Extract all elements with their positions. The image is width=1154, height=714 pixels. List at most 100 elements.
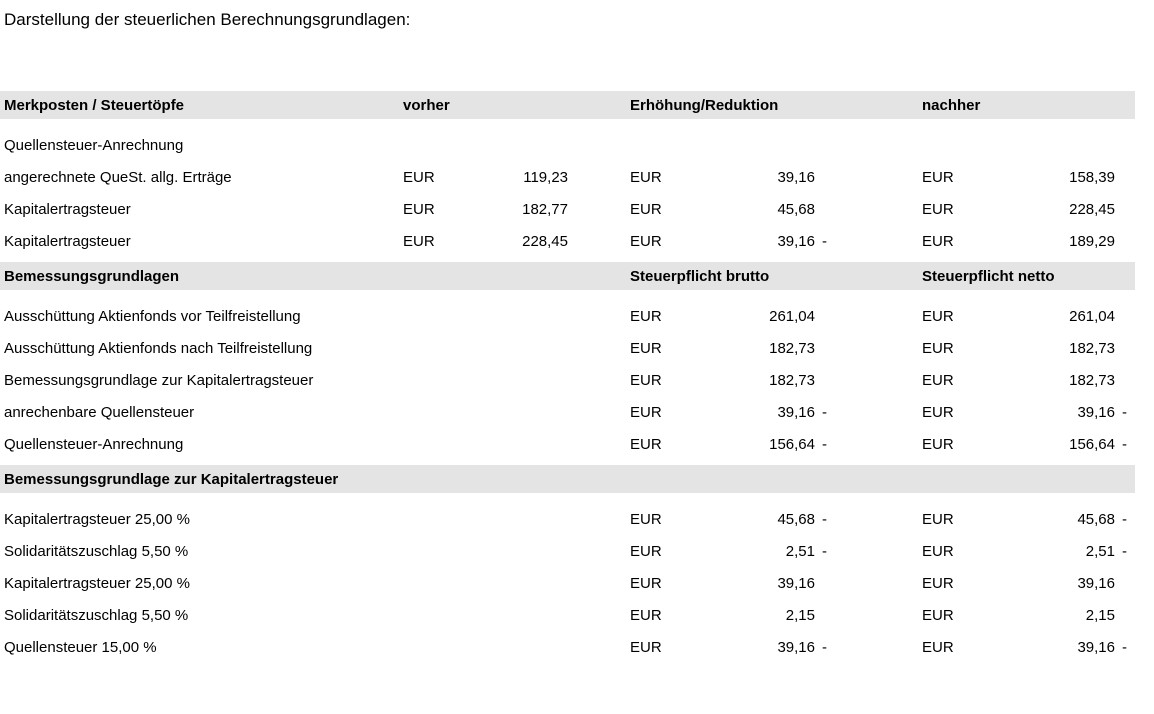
amount-vorher: 182,77 xyxy=(522,200,568,218)
section-header-bemessungsgrundlagen: Bemessungsgrundlagen Steuerpflicht brutt… xyxy=(0,262,1135,290)
table-row: Kapitalertragsteuer 25,00 % EUR 39,16 EU… xyxy=(0,567,1135,599)
amount-netto: 39,16 xyxy=(1077,638,1115,656)
currency-brutto: EUR xyxy=(630,339,662,357)
amount-netto: 182,73 xyxy=(1069,339,1115,357)
amount-brutto: 2,51 xyxy=(785,542,815,560)
negative-sign-netto: - xyxy=(1122,638,1127,656)
table-row: anrechenbare Quellensteuer EUR 39,16 - E… xyxy=(0,396,1135,428)
amount-netto: 156,64 xyxy=(1069,435,1115,453)
amount-change: 39,16 xyxy=(777,168,815,186)
section-kapitalertragsteuer: Kapitalertragsteuer 25,00 % EUR 45,68 - … xyxy=(0,503,1135,663)
negative-sign-netto: - xyxy=(1122,542,1127,560)
negative-sign-brutto: - xyxy=(822,542,827,560)
amount-nachher: 189,29 xyxy=(1069,232,1115,250)
table-row: Ausschüttung Aktienfonds nach Teilfreist… xyxy=(0,332,1135,364)
row-label: Bemessungsgrundlage zur Kapitalertragste… xyxy=(4,371,314,389)
amount-brutto: 39,16 xyxy=(777,574,815,592)
row-label: Quellensteuer-Anrechnung xyxy=(4,435,184,453)
column-header-erhoehung-reduktion: Erhöhung/Reduktion xyxy=(630,96,779,114)
currency-change: EUR xyxy=(630,200,662,218)
table-row: Bemessungsgrundlage zur Kapitalertragste… xyxy=(0,364,1135,396)
amount-change: 39,16 xyxy=(777,232,815,250)
negative-sign-change: - xyxy=(822,232,827,250)
currency-change: EUR xyxy=(630,232,662,250)
row-label: Solidaritätszuschlag 5,50 % xyxy=(4,606,189,624)
currency-netto: EUR xyxy=(922,403,954,421)
column-header-steuerpflicht-brutto: Steuerpflicht brutto xyxy=(630,267,770,285)
table-header-row: Merkposten / Steuertöpfe vorher Erhöhung… xyxy=(0,91,1135,119)
row-label: Kapitalertragsteuer 25,00 % xyxy=(4,574,190,592)
amount-netto: 39,16 xyxy=(1077,403,1115,421)
currency-netto: EUR xyxy=(922,638,954,656)
currency-brutto: EUR xyxy=(630,542,662,560)
section-title: Bemessungsgrundlage zur Kapitalertragste… xyxy=(4,470,339,488)
amount-brutto: 182,73 xyxy=(769,371,815,389)
amount-brutto: 2,15 xyxy=(785,606,815,624)
negative-sign-brutto: - xyxy=(822,638,827,656)
row-label: angerechnete QueSt. allg. Erträge xyxy=(4,168,232,186)
currency-brutto: EUR xyxy=(630,574,662,592)
column-header-nachher: nachher xyxy=(922,96,981,114)
amount-netto: 261,04 xyxy=(1069,307,1115,325)
currency-nachher: EUR xyxy=(922,200,954,218)
row-label: Quellensteuer-Anrechnung xyxy=(4,136,184,154)
tax-calculation-report: Darstellung der steuerlichen Berechnungs… xyxy=(0,9,1135,663)
amount-vorher: 119,23 xyxy=(523,168,568,186)
section-bemessungsgrundlagen: Ausschüttung Aktienfonds vor Teilfreiste… xyxy=(0,300,1135,460)
negative-sign-netto: - xyxy=(1122,510,1127,528)
row-label: Kapitalertragsteuer xyxy=(4,200,131,218)
negative-sign-brutto: - xyxy=(822,510,827,528)
currency-netto: EUR xyxy=(922,510,954,528)
currency-vorher: EUR xyxy=(403,168,435,186)
negative-sign-netto: - xyxy=(1122,435,1127,453)
amount-brutto: 39,16 xyxy=(777,403,815,421)
row-label: Quellensteuer 15,00 % xyxy=(4,638,157,656)
column-header-steuerpflicht-netto: Steuerpflicht netto xyxy=(922,267,1055,285)
currency-netto: EUR xyxy=(922,339,954,357)
row-label: Ausschüttung Aktienfonds nach Teilfreist… xyxy=(4,339,313,357)
table-row: Solidaritätszuschlag 5,50 % EUR 2,51 - E… xyxy=(0,535,1135,567)
table-row: angerechnete QueSt. allg. Erträge EUR 11… xyxy=(0,161,1135,193)
table-row: Kapitalertragsteuer EUR 228,45 EUR 39,16… xyxy=(0,225,1135,257)
amount-nachher: 158,39 xyxy=(1069,168,1115,186)
table-row: Kapitalertragsteuer EUR 182,77 EUR 45,68… xyxy=(0,193,1135,225)
currency-vorher: EUR xyxy=(403,200,435,218)
section-title: Bemessungsgrundlagen xyxy=(4,267,180,285)
currency-brutto: EUR xyxy=(630,606,662,624)
row-label: Solidaritätszuschlag 5,50 % xyxy=(4,542,189,560)
negative-sign-brutto: - xyxy=(822,403,827,421)
negative-sign-brutto: - xyxy=(822,435,827,453)
table-row: Kapitalertragsteuer 25,00 % EUR 45,68 - … xyxy=(0,503,1135,535)
currency-netto: EUR xyxy=(922,606,954,624)
row-label: anrechenbare Quellensteuer xyxy=(4,403,195,421)
currency-netto: EUR xyxy=(922,574,954,592)
amount-netto: 182,73 xyxy=(1069,371,1115,389)
amount-netto: 45,68 xyxy=(1077,510,1115,528)
currency-vorher: EUR xyxy=(403,232,435,250)
column-header-vorher: vorher xyxy=(403,96,450,114)
table-row: Quellensteuer-Anrechnung xyxy=(0,129,1135,161)
currency-brutto: EUR xyxy=(630,638,662,656)
section-header-bemessungsgrundlage-kapitalertragsteuer: Bemessungsgrundlage zur Kapitalertragste… xyxy=(0,465,1135,493)
currency-brutto: EUR xyxy=(630,510,662,528)
amount-brutto: 182,73 xyxy=(769,339,815,357)
currency-netto: EUR xyxy=(922,307,954,325)
currency-change: EUR xyxy=(630,168,662,186)
table-row: Quellensteuer 15,00 % EUR 39,16 - EUR 39… xyxy=(0,631,1135,663)
table-row: Quellensteuer-Anrechnung EUR 156,64 - EU… xyxy=(0,428,1135,460)
table-row: Ausschüttung Aktienfonds vor Teilfreiste… xyxy=(0,300,1135,332)
row-label: Ausschüttung Aktienfonds vor Teilfreiste… xyxy=(4,307,301,325)
amount-brutto: 39,16 xyxy=(777,638,815,656)
section-quellensteuer-anrechnung: Quellensteuer-Anrechnung angerechnete Qu… xyxy=(0,129,1135,257)
amount-brutto: 156,64 xyxy=(769,435,815,453)
amount-brutto: 45,68 xyxy=(777,510,815,528)
amount-change: 45,68 xyxy=(777,200,815,218)
amount-brutto: 261,04 xyxy=(769,307,815,325)
amount-netto: 2,15 xyxy=(1085,606,1115,624)
currency-netto: EUR xyxy=(922,435,954,453)
amount-netto: 39,16 xyxy=(1077,574,1115,592)
currency-brutto: EUR xyxy=(630,307,662,325)
currency-nachher: EUR xyxy=(922,168,954,186)
column-header-merkposten-steuertoepfe: Merkposten / Steuertöpfe xyxy=(4,96,185,114)
page-title: Darstellung der steuerlichen Berechnungs… xyxy=(4,10,411,29)
